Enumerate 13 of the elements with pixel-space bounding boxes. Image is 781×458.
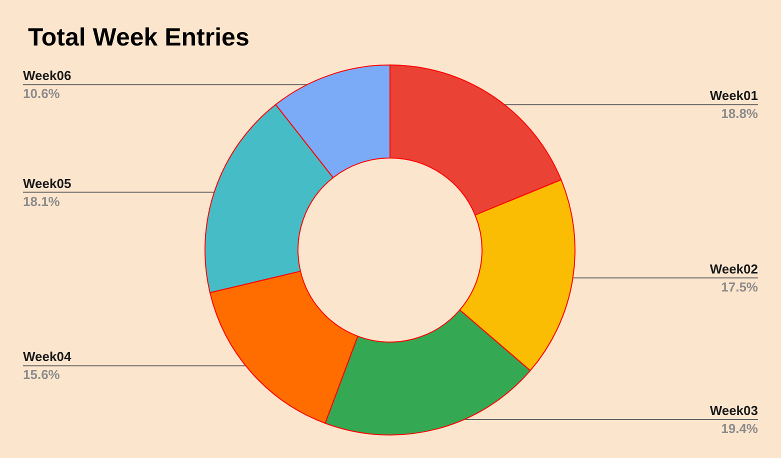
- data-label: 15.6%: [23, 367, 60, 382]
- data-label: 10.6%: [23, 86, 60, 102]
- chart-title: Total Week Entries: [28, 24, 250, 52]
- data-label: 17.5%: [721, 279, 758, 294]
- slice-label: Week01: [710, 88, 758, 104]
- slice-label: Week04: [23, 349, 72, 364]
- slice-label: Week06: [23, 68, 72, 84]
- data-label: 18.8%: [721, 106, 758, 122]
- slice-label: Week02: [710, 261, 758, 276]
- slice-label: Week03: [710, 403, 758, 418]
- data-label: 19.4%: [721, 421, 758, 436]
- data-label: 18.1%: [23, 194, 60, 209]
- slice-label: Week05: [23, 176, 72, 191]
